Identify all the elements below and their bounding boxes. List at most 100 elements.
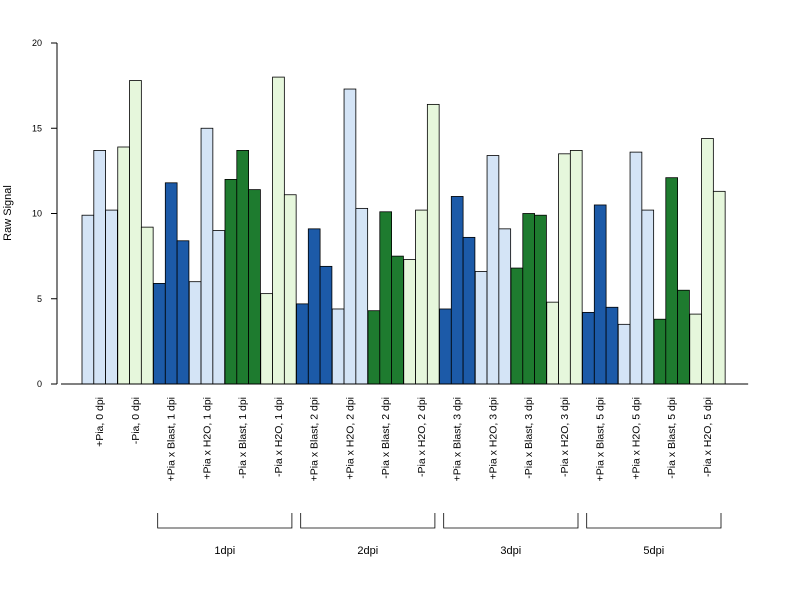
category-label: -Pia x H2O, 1 dpi	[273, 397, 285, 477]
category-label: +Pia x H2O, 1 dpi	[201, 397, 213, 480]
bar	[331, 308, 345, 385]
bar	[569, 150, 583, 385]
bar-group	[689, 138, 726, 385]
bar	[701, 138, 714, 385]
category-label: +Pia x Blast, 3 dpi	[452, 397, 464, 481]
bar	[689, 313, 702, 385]
category-label: +Pia x H2O, 3 dpi	[487, 397, 499, 480]
bar	[546, 301, 559, 385]
bar	[403, 259, 416, 385]
bar	[319, 265, 333, 385]
group-bracket: 1dpi	[157, 513, 293, 557]
bar	[641, 209, 655, 385]
bar	[498, 228, 512, 385]
bar-group	[474, 155, 512, 385]
y-axis-title: Raw Signal	[2, 185, 14, 241]
bar-group	[439, 196, 476, 385]
bar	[462, 236, 476, 385]
group-bracket: 3dpi	[443, 513, 579, 557]
bar	[224, 178, 238, 385]
bar	[248, 189, 261, 385]
category-label: -Pia x H2O, 2 dpi	[416, 397, 428, 477]
category-label: -Pia x Blast, 5 dpi	[666, 397, 678, 479]
bracket-line	[443, 513, 579, 529]
bar	[212, 230, 226, 385]
category-label: +Pia x H2O, 2 dpi	[344, 397, 356, 480]
bar	[379, 211, 392, 385]
bar	[712, 190, 726, 385]
bar	[296, 303, 309, 385]
bar	[582, 311, 595, 385]
bar	[426, 103, 440, 385]
bar	[677, 289, 690, 385]
group-bracket: 5dpi	[586, 513, 722, 557]
bar-group	[224, 150, 261, 385]
bar	[367, 310, 381, 385]
group-brackets: 1dpi 2dpi 3dpi 5dpi	[157, 513, 722, 557]
bar	[653, 318, 667, 385]
bar	[415, 209, 428, 385]
bar	[665, 177, 678, 385]
bracket-line	[157, 513, 293, 529]
bar	[105, 209, 118, 385]
category-label: +Pia x H2O, 5 dpi	[631, 397, 643, 480]
bar-group	[260, 76, 297, 385]
category-label: +Pia x Blast, 1 dpi	[166, 397, 178, 481]
group-label: 2dpi	[357, 545, 378, 557]
bar-group	[296, 228, 333, 385]
group-label: 1dpi	[214, 545, 235, 557]
bar	[439, 308, 452, 385]
bar-group	[546, 150, 583, 385]
bar	[486, 155, 500, 385]
bar	[260, 293, 273, 385]
bar-group	[81, 150, 118, 385]
bar	[534, 214, 547, 385]
category-label: -Pia, 0 dpi	[130, 397, 142, 444]
bar	[153, 282, 166, 385]
bar-group	[117, 80, 154, 385]
category-label: -Pia x H2O, 5 dpi	[702, 397, 714, 477]
bar-group	[582, 204, 619, 385]
bar	[236, 150, 250, 385]
bar-group	[367, 211, 404, 385]
group-label: 5dpi	[643, 545, 664, 557]
bar	[81, 214, 95, 385]
y-tick-label: 20	[32, 38, 42, 48]
bar	[450, 196, 464, 385]
bracket-line	[586, 513, 722, 529]
category-label: -Pia x Blast, 2 dpi	[380, 397, 392, 479]
bar	[93, 150, 107, 385]
y-tick-label: 15	[32, 123, 42, 133]
bar	[129, 80, 142, 385]
bar	[558, 153, 571, 385]
category-label: +Pia x Blast, 5 dpi	[595, 397, 607, 481]
category-label: +Pia, 0 dpi	[94, 397, 106, 447]
bar	[188, 281, 202, 385]
y-tick-label: 10	[32, 209, 42, 219]
bar-group	[153, 182, 190, 385]
bar	[164, 182, 178, 385]
bar	[605, 306, 619, 385]
bar	[593, 204, 607, 385]
category-label: +Pia x Blast, 2 dpi	[309, 397, 321, 481]
bar	[355, 207, 369, 385]
bar	[307, 228, 321, 385]
bar	[117, 146, 130, 385]
bar	[522, 213, 535, 385]
bar-group	[403, 103, 440, 385]
category-label: -Pia x Blast, 1 dpi	[237, 397, 249, 479]
bar	[272, 76, 285, 385]
category-label: -Pia x H2O, 3 dpi	[559, 397, 571, 477]
group-label: 3dpi	[500, 545, 521, 557]
bars	[81, 76, 726, 385]
bar-group	[653, 177, 690, 385]
bar	[617, 323, 631, 385]
category-labels: +Pia, 0 dpi -Pia, 0 dpi +Pia x Blast, 1 dp…	[94, 397, 714, 481]
bar	[140, 226, 154, 385]
bar	[176, 240, 190, 385]
bar	[343, 88, 357, 385]
y-tick-label: 0	[37, 379, 42, 389]
bar	[474, 271, 488, 385]
bar	[200, 127, 214, 385]
